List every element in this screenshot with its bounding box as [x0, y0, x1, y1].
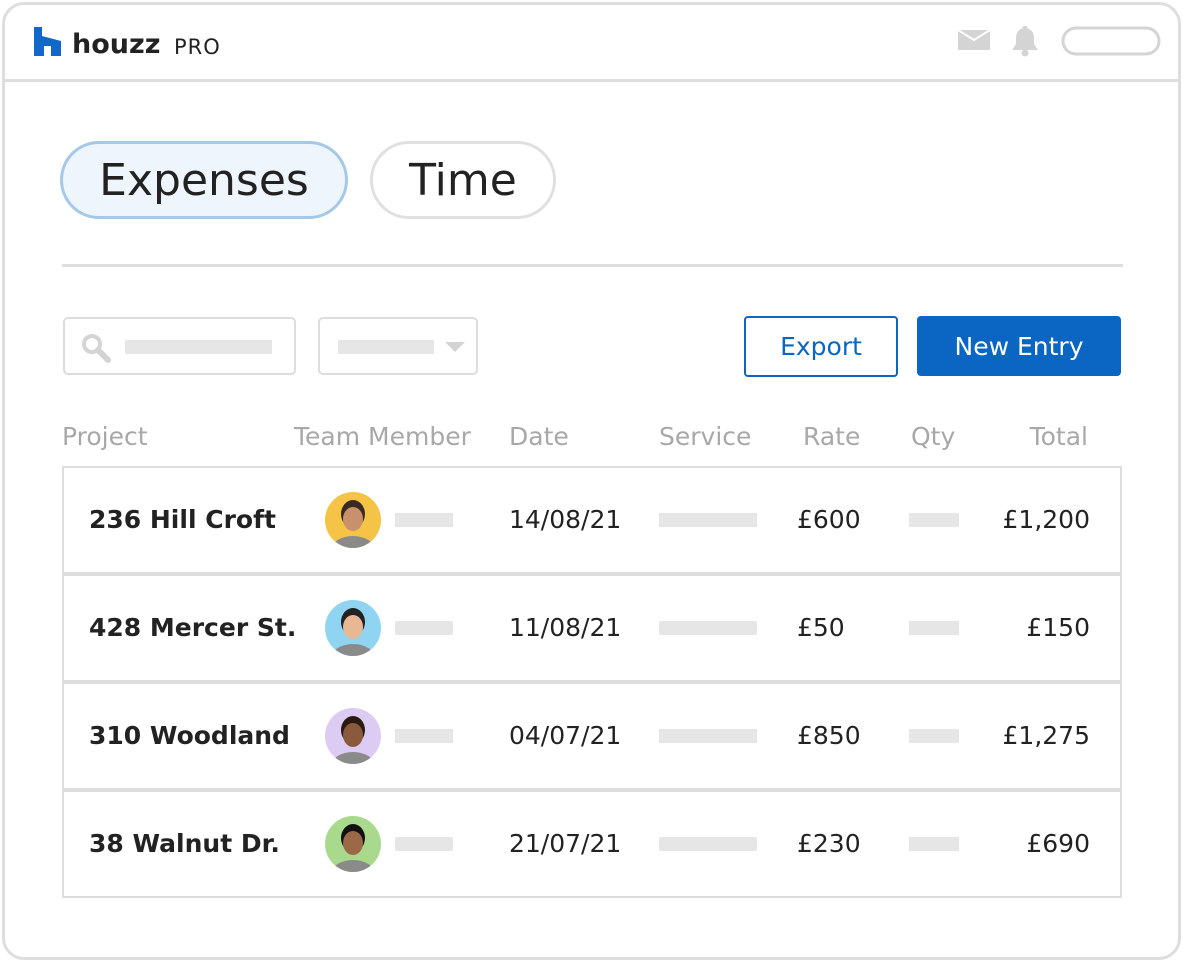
- rate: £600: [797, 505, 861, 534]
- qty-placeholder: [909, 513, 959, 527]
- table-row: [62, 682, 1122, 790]
- date: 21/07/21: [509, 829, 622, 858]
- dropdown-placeholder: [338, 340, 434, 354]
- qty-placeholder: [909, 729, 959, 743]
- member-placeholder: [395, 729, 453, 743]
- logo-icon: [34, 27, 61, 56]
- column-header[interactable]: Total: [1029, 422, 1088, 451]
- member-placeholder: [395, 837, 453, 851]
- avatar: [325, 492, 381, 548]
- table-row: [62, 790, 1122, 898]
- tab-time[interactable]: Time: [370, 141, 556, 219]
- member-placeholder: [395, 621, 453, 635]
- table-row: [62, 466, 1122, 574]
- member-placeholder: [395, 513, 453, 527]
- column-header[interactable]: Service: [659, 422, 752, 451]
- avatar-figure: [331, 824, 375, 872]
- table-row: [62, 574, 1122, 682]
- total: £690: [1026, 829, 1090, 858]
- new-entry-button[interactable]: New Entry: [917, 316, 1121, 376]
- avatar: [325, 708, 381, 764]
- avatar-figure: [331, 716, 375, 764]
- rate: £50: [797, 613, 845, 642]
- project-name: 428 Mercer St.: [89, 613, 297, 642]
- column-header[interactable]: Team Member: [294, 422, 471, 451]
- project-name: 236 Hill Croft: [89, 505, 276, 534]
- date: 11/08/21: [509, 613, 622, 642]
- qty-placeholder: [909, 621, 959, 635]
- section-divider: [62, 264, 1123, 267]
- service-placeholder: [659, 837, 757, 851]
- total: £1,200: [1002, 505, 1090, 534]
- project-name: 310 Woodland: [89, 721, 290, 750]
- filter-dropdown[interactable]: [318, 317, 478, 375]
- logo-text: houzz: [72, 29, 161, 60]
- header-icons: [957, 26, 1161, 57]
- column-header[interactable]: Qty: [911, 422, 956, 451]
- service-placeholder: [659, 621, 757, 635]
- export-button[interactable]: Export: [744, 316, 898, 377]
- rate: £230: [797, 829, 861, 858]
- service-placeholder: [659, 729, 757, 743]
- avatar-figure: [331, 608, 375, 656]
- qty-placeholder: [909, 837, 959, 851]
- tab-expenses[interactable]: Expenses: [60, 141, 348, 219]
- avatar: [325, 600, 381, 656]
- date: 14/08/21: [509, 505, 622, 534]
- project-name: 38 Walnut Dr.: [89, 829, 280, 858]
- search-icon: [82, 334, 111, 363]
- date: 04/07/21: [509, 721, 622, 750]
- service-placeholder: [659, 513, 757, 527]
- column-header[interactable]: Date: [509, 422, 569, 451]
- search-box[interactable]: [63, 317, 296, 375]
- logo-product: PRO: [174, 35, 221, 59]
- total: £150: [1026, 613, 1090, 642]
- dropdown-caret: [445, 342, 465, 352]
- avatar: [325, 816, 381, 872]
- rate: £850: [797, 721, 861, 750]
- header-divider: [5, 79, 1178, 82]
- search-placeholder: [125, 340, 272, 354]
- column-header[interactable]: Project: [62, 422, 148, 451]
- avatar-figure: [331, 500, 375, 548]
- total: £1,275: [1002, 721, 1090, 750]
- column-header[interactable]: Rate: [803, 422, 861, 451]
